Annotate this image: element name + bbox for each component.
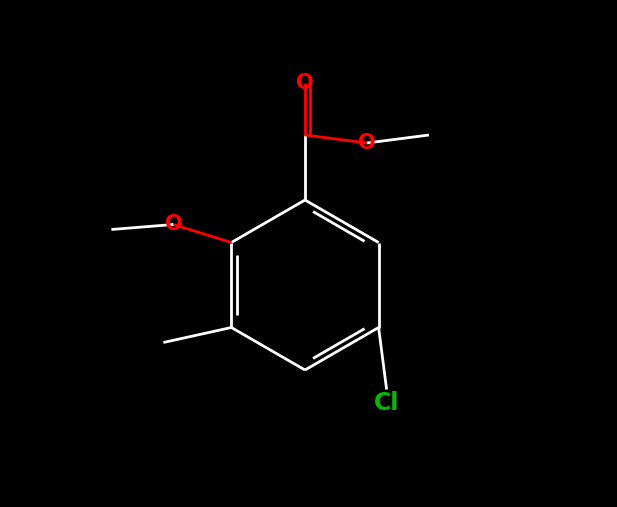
Text: O: O xyxy=(165,214,182,235)
Text: O: O xyxy=(296,73,314,93)
Text: Cl: Cl xyxy=(374,391,399,416)
Text: O: O xyxy=(358,133,376,153)
